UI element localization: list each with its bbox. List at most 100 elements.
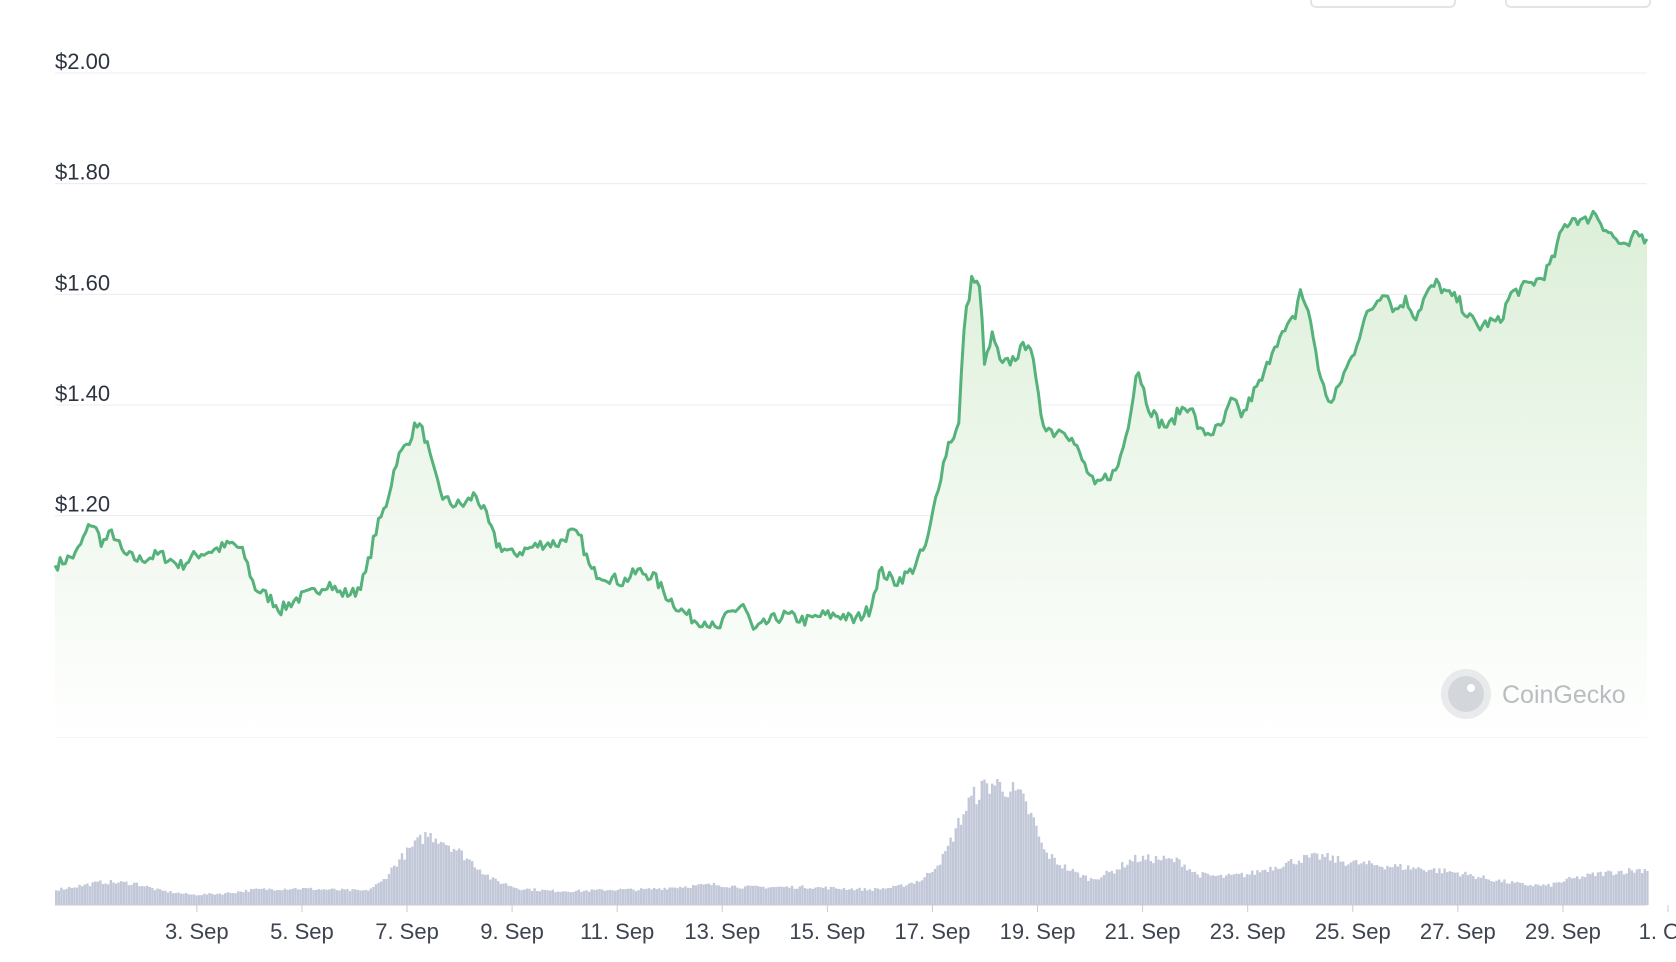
volume-bar [476, 869, 479, 905]
volume-bar [1591, 872, 1594, 905]
volume-bar [1199, 877, 1202, 905]
volume-bar [1188, 869, 1191, 905]
volume-bar [1643, 869, 1646, 905]
volume-bar [1230, 874, 1233, 905]
volume-bar [341, 888, 344, 905]
volume-bar [1550, 886, 1553, 905]
volume-bar [954, 828, 957, 905]
volume-bar [91, 882, 94, 905]
volume-bar [679, 886, 682, 905]
volume-bar [569, 892, 573, 905]
volume-bar [421, 843, 424, 905]
volume-bar [684, 886, 687, 905]
volume-bar [1391, 867, 1394, 905]
volume-bar [842, 888, 846, 905]
volume-bar [668, 887, 671, 905]
volume-bar [65, 888, 68, 905]
volume-bar [705, 884, 708, 905]
volume-bar [439, 841, 443, 905]
y-tick-label: $1.60 [55, 270, 110, 295]
volume-bar [86, 883, 89, 905]
volume-bar [322, 889, 326, 905]
volume-bar [1170, 858, 1173, 905]
volume-bar [478, 869, 482, 905]
volume-bar [551, 889, 554, 905]
volume-bar [1097, 879, 1100, 905]
volume-bar [647, 888, 651, 905]
volume-bar [395, 866, 398, 905]
volume-bar [957, 817, 960, 905]
volume-bar [1375, 865, 1379, 905]
volume-bar [130, 884, 133, 905]
volume-bar [549, 890, 552, 905]
volume-bar [1271, 870, 1275, 905]
volume-bar [1240, 872, 1243, 905]
volume-bar [1630, 870, 1633, 905]
volume-bar [452, 848, 456, 905]
volume-bar [1209, 875, 1212, 905]
volume-bar [504, 883, 508, 905]
x-tick-label: 17. Sep [895, 919, 971, 944]
volume-bar [1115, 869, 1119, 905]
volume-bar [1100, 877, 1103, 905]
volume-bar [1248, 874, 1251, 905]
volume-bar [798, 886, 801, 905]
volume-bar [146, 885, 149, 905]
volume-bar [902, 886, 905, 905]
volume-bar [1539, 885, 1542, 905]
volume-bar [1147, 854, 1150, 905]
volume-bar [481, 874, 484, 905]
volume-bar [252, 889, 255, 905]
volume-bar [1232, 874, 1236, 905]
volume-bar [788, 887, 791, 905]
volume-bar [658, 888, 661, 905]
volume-bar [177, 892, 180, 905]
volume-bar [1453, 872, 1457, 905]
volume-bar [523, 889, 526, 905]
volume-bar [109, 880, 112, 905]
volume-bar [218, 893, 222, 905]
volume-bar [1144, 859, 1147, 905]
volume-bar [835, 888, 838, 905]
volume-bar [1524, 885, 1527, 905]
volume-bar [699, 883, 703, 905]
volume-bar [926, 872, 929, 905]
volume-bar [933, 868, 937, 905]
volume-bar [621, 889, 625, 905]
volume-bar [1633, 872, 1636, 905]
volume-bar [1490, 881, 1493, 905]
volume-bar [387, 874, 391, 905]
volume-bar [593, 889, 596, 905]
volume-bar [601, 889, 604, 905]
volume-bar [486, 874, 489, 905]
volume-bar [1264, 869, 1267, 905]
volume-bar [211, 893, 214, 905]
volume-bar [450, 851, 453, 905]
volume-bar [226, 892, 229, 905]
volume-bar [68, 886, 71, 905]
volume-bar [302, 888, 305, 905]
volume-bar [166, 892, 170, 905]
volume-bar [1469, 874, 1472, 905]
volume-bar [1050, 854, 1054, 905]
volume-bar [855, 888, 859, 905]
volume-bar [598, 888, 601, 905]
range-button-right[interactable] [1505, 0, 1651, 8]
volume-bar [1417, 867, 1420, 905]
volume-bar [1511, 881, 1514, 905]
volume-bar [1066, 870, 1069, 905]
volume-bar [733, 885, 736, 905]
volume-bar [824, 886, 827, 905]
volume-bar [491, 877, 495, 905]
volume-bar [1581, 876, 1584, 905]
volume-bar [1134, 854, 1137, 905]
range-button-left[interactable] [1310, 0, 1456, 8]
volume-bar [242, 892, 245, 905]
volume-bar [603, 891, 606, 905]
volume-bar [260, 888, 263, 905]
volume-bar [1084, 875, 1087, 905]
volume-bar [159, 889, 162, 905]
volume-bar [382, 879, 385, 905]
volume-bar [182, 893, 185, 905]
volume-bar [374, 884, 378, 905]
